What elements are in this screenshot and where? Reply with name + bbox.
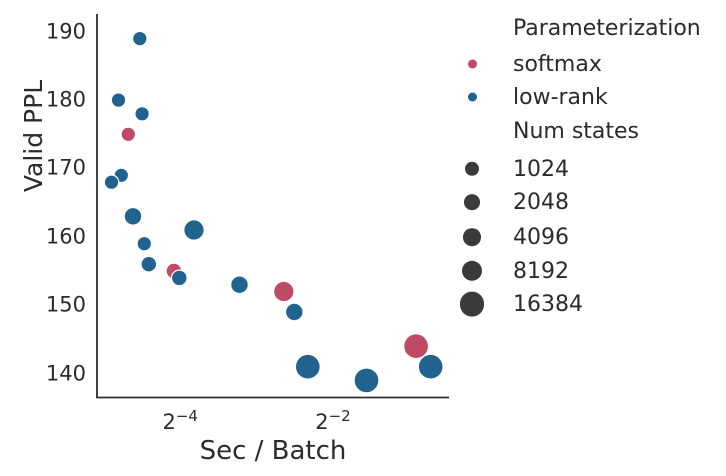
legend-item-softmax: softmax [460, 47, 726, 81]
size-marker-icon [464, 161, 480, 177]
x-axis-label: Sec / Batch [199, 436, 347, 466]
data-point-low-rank [123, 206, 143, 226]
legend-size-8192: 8192 [460, 254, 726, 288]
legend-item-low-rank: low-rank [460, 80, 726, 114]
y-tick-label: 140 [45, 361, 86, 386]
data-point-low-rank [183, 219, 205, 241]
y-tick-label: 160 [45, 224, 86, 249]
legend-label-text: 4096 [513, 224, 569, 250]
low-rank-marker-icon [467, 92, 477, 102]
legend-title-parameterization: Parameterization [460, 11, 726, 45]
size-marker-icon [464, 194, 480, 210]
size-marker-icon [463, 228, 481, 246]
data-point-low-rank [134, 106, 150, 122]
data-point-low-rank [136, 235, 153, 252]
size-marker-icon [461, 260, 483, 282]
y-tick-label: 190 [45, 19, 86, 44]
size-marker-icon [459, 291, 485, 317]
data-point-low-rank [132, 30, 148, 47]
legend-title-text: Parameterization [513, 15, 701, 41]
data-point-low-rank [294, 353, 321, 380]
data-point-low-rank [417, 353, 444, 380]
data-point-low-rank [140, 255, 158, 273]
data-point-softmax [403, 333, 430, 360]
legend: Parameterization softmax low-rank Num state… [459, 0, 726, 340]
legend-label-text: softmax [513, 51, 602, 77]
data-point-low-rank [110, 92, 127, 108]
y-tick-label: 170 [45, 155, 86, 180]
data-point-low-rank [170, 269, 188, 287]
data-point-softmax [120, 126, 137, 143]
legend-label-text: 2048 [513, 189, 569, 215]
y-tick-label: 180 [45, 87, 86, 112]
y-axis-label: Valid PPL [19, 79, 48, 193]
legend-title-num-states: Num states [460, 114, 726, 148]
legend-size-4096: 4096 [460, 220, 726, 254]
data-point-low-rank [230, 275, 249, 295]
data-point-softmax [272, 280, 295, 303]
data-point-low-rank [284, 302, 304, 322]
legend-title-text: Num states [513, 118, 640, 144]
legend-label-text: 16384 [513, 291, 583, 317]
y-tick-label: 150 [45, 292, 86, 317]
legend-label-text: 1024 [513, 156, 569, 182]
softmax-marker-icon [467, 59, 477, 69]
data-point-low-rank [103, 174, 120, 190]
x-tick-label: 2−2 [315, 407, 351, 434]
data-point-low-rank [353, 367, 380, 394]
legend-size-2048: 2048 [460, 185, 726, 219]
legend-size-1024: 1024 [460, 152, 726, 186]
legend-size-16384: 16384 [459, 287, 726, 321]
legend-label-text: low-rank [513, 84, 608, 110]
legend-label-text: 8192 [513, 258, 569, 284]
x-tick-label: 2−4 [162, 407, 198, 434]
